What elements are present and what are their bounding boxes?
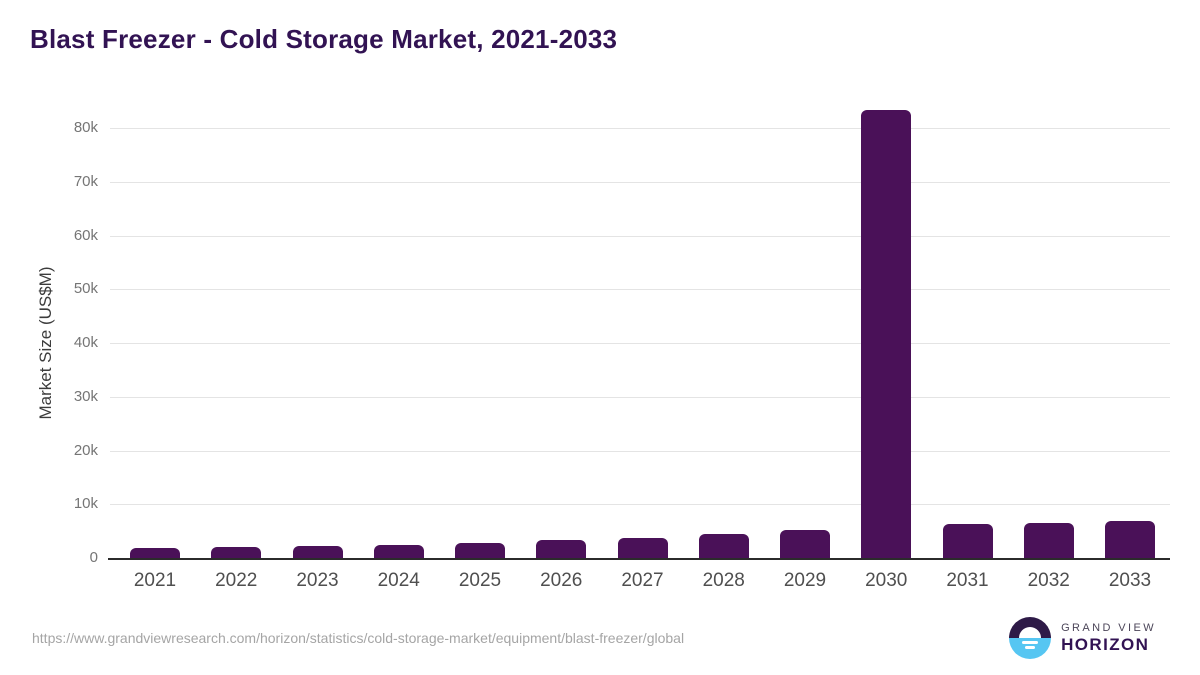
logo-wordmark: GRAND VIEW HORIZON — [1061, 621, 1156, 655]
sun-dome-shape — [1019, 627, 1042, 638]
gridline — [110, 343, 1170, 344]
bar-2024[interactable] — [373, 544, 424, 558]
x-tick-label: 2021 — [133, 570, 177, 591]
y-tick-label: 60k — [73, 226, 98, 244]
y-tick-label: 80k — [73, 119, 98, 136]
x-tick-label: 2029 — [783, 570, 827, 591]
source-url: https://www.grandviewresearch.com/horizo… — [32, 630, 685, 646]
y-tick-label: 20k — [73, 441, 98, 459]
gridline — [110, 289, 1170, 291]
gridline — [110, 181, 1170, 183]
x-tick-label: 2028 — [702, 570, 745, 591]
gridline — [110, 504, 1170, 506]
x-tick-label: 2022 — [215, 570, 258, 591]
bar-2032[interactable] — [1023, 522, 1074, 558]
x-tick-label: 2027 — [621, 570, 664, 591]
reflection-line-1 — [1022, 641, 1039, 644]
bar-2022[interactable] — [211, 546, 262, 558]
bar-2029[interactable] — [780, 530, 830, 558]
bar-2026[interactable] — [536, 540, 587, 558]
bar-2030[interactable] — [861, 110, 912, 558]
gridline — [110, 396, 1170, 398]
bar-2021[interactable] — [130, 548, 180, 558]
reflection-line-2 — [1025, 646, 1036, 649]
bar-2027[interactable] — [617, 538, 668, 558]
brand-name-top: GRAND VIEW — [1061, 622, 1156, 634]
x-tick-label: 2030 — [865, 570, 908, 591]
y-tick-label: 30k — [73, 387, 98, 405]
bar-2033[interactable] — [1105, 521, 1155, 558]
y-tick-label: 50k — [73, 280, 98, 298]
y-tick-label: 0 — [89, 549, 98, 566]
y-tick-label: 40k — [73, 334, 98, 351]
x-tick-label: 2023 — [296, 570, 339, 591]
gridline — [110, 450, 1170, 452]
x-axis-line — [108, 558, 1170, 560]
x-tick-label: 2024 — [377, 570, 420, 591]
bar-2023[interactable] — [292, 545, 343, 558]
y-tick-label: 70k — [73, 172, 98, 190]
gridline — [110, 128, 1170, 129]
grand-view-horizon-logo[interactable]: GRAND VIEW HORIZON — [1009, 617, 1156, 659]
sunrise-horizon-icon — [1009, 617, 1052, 659]
chart-title: Blast Freezer - Cold Storage Market, 202… — [30, 24, 618, 54]
bar-2025[interactable] — [455, 542, 505, 558]
x-tick-label: 2026 — [540, 570, 583, 591]
x-tick-label: 2032 — [1027, 570, 1070, 591]
bar-2028[interactable] — [698, 534, 749, 558]
gridline — [110, 235, 1170, 237]
x-tick-label: 2033 — [1108, 570, 1152, 591]
x-tick-label: 2031 — [946, 570, 989, 591]
y-tick-label: 10k — [73, 495, 98, 513]
x-tick-label: 2025 — [458, 570, 502, 591]
brand-name-bottom: HORIZON — [1061, 635, 1150, 654]
bar-2031[interactable] — [942, 524, 993, 558]
bar-chart: Market Size (US$M) 0 10k 20k 30k 40k 50k 60k 70… — [36, 110, 1170, 591]
